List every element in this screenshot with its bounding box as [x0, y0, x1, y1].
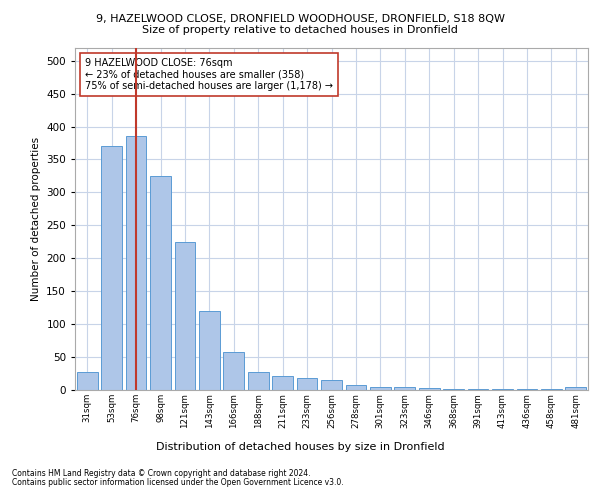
Bar	[419, 388, 440, 390]
Text: 9, HAZELWOOD CLOSE, DRONFIELD WOODHOUSE, DRONFIELD, S18 8QW: 9, HAZELWOOD CLOSE, DRONFIELD WOODHOUSE,…	[95, 14, 505, 24]
Bar	[125, 136, 146, 390]
Bar	[492, 388, 513, 390]
Bar	[394, 386, 415, 390]
Bar	[565, 386, 586, 390]
Bar	[346, 384, 367, 390]
Bar	[321, 380, 342, 390]
Bar	[150, 176, 171, 390]
Bar	[467, 388, 488, 390]
Text: Distribution of detached houses by size in Dronfield: Distribution of detached houses by size …	[155, 442, 445, 452]
Bar	[101, 146, 122, 390]
Bar	[443, 388, 464, 390]
Bar	[77, 372, 98, 390]
Bar	[370, 386, 391, 390]
Y-axis label: Number of detached properties: Number of detached properties	[31, 136, 41, 301]
Bar	[175, 242, 196, 390]
Text: Contains public sector information licensed under the Open Government Licence v3: Contains public sector information licen…	[12, 478, 344, 487]
Text: 9 HAZELWOOD CLOSE: 76sqm
← 23% of detached houses are smaller (358)
75% of semi-: 9 HAZELWOOD CLOSE: 76sqm ← 23% of detach…	[85, 58, 333, 91]
Bar	[199, 311, 220, 390]
Bar	[248, 372, 269, 390]
Bar	[272, 376, 293, 390]
Bar	[223, 352, 244, 390]
Bar	[296, 378, 317, 390]
Text: Size of property relative to detached houses in Dronfield: Size of property relative to detached ho…	[142, 25, 458, 35]
Text: Contains HM Land Registry data © Crown copyright and database right 2024.: Contains HM Land Registry data © Crown c…	[12, 469, 311, 478]
